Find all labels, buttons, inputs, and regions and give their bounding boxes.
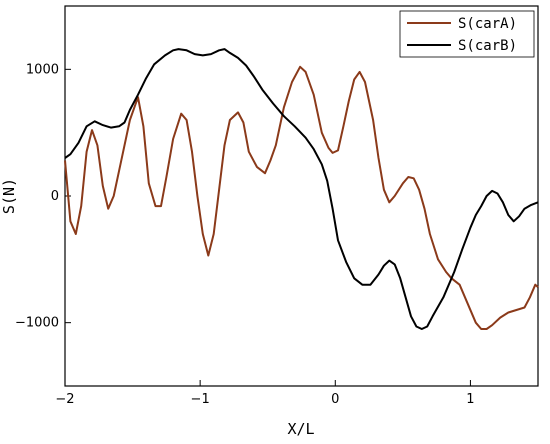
y-tick-label: −1000	[15, 316, 59, 331]
y-axis-title: S(N)	[0, 178, 18, 214]
y-axis: −1000 0 1000	[15, 62, 71, 331]
x-tick-label: 0	[331, 392, 339, 407]
series-line-carB	[64, 48, 539, 330]
y-tick-label: 1000	[26, 62, 59, 77]
plot-area-frame	[64, 5, 539, 387]
legend-label-carA: S(carA)	[458, 16, 517, 32]
legend: S(carA) S(carB)	[399, 10, 535, 58]
x-axis-title: X/L	[287, 420, 314, 438]
series-layer	[64, 48, 539, 330]
legend-label-carB: S(carB)	[458, 38, 517, 54]
y-tick-label: 0	[51, 189, 59, 204]
x-tick-label: −2	[55, 392, 74, 407]
x-tick-label: 1	[466, 392, 474, 407]
x-tick-label: −1	[191, 392, 210, 407]
legend-box	[399, 10, 535, 58]
x-axis: −2 −1 0 1	[55, 380, 475, 407]
series-line-carA	[64, 65, 539, 330]
